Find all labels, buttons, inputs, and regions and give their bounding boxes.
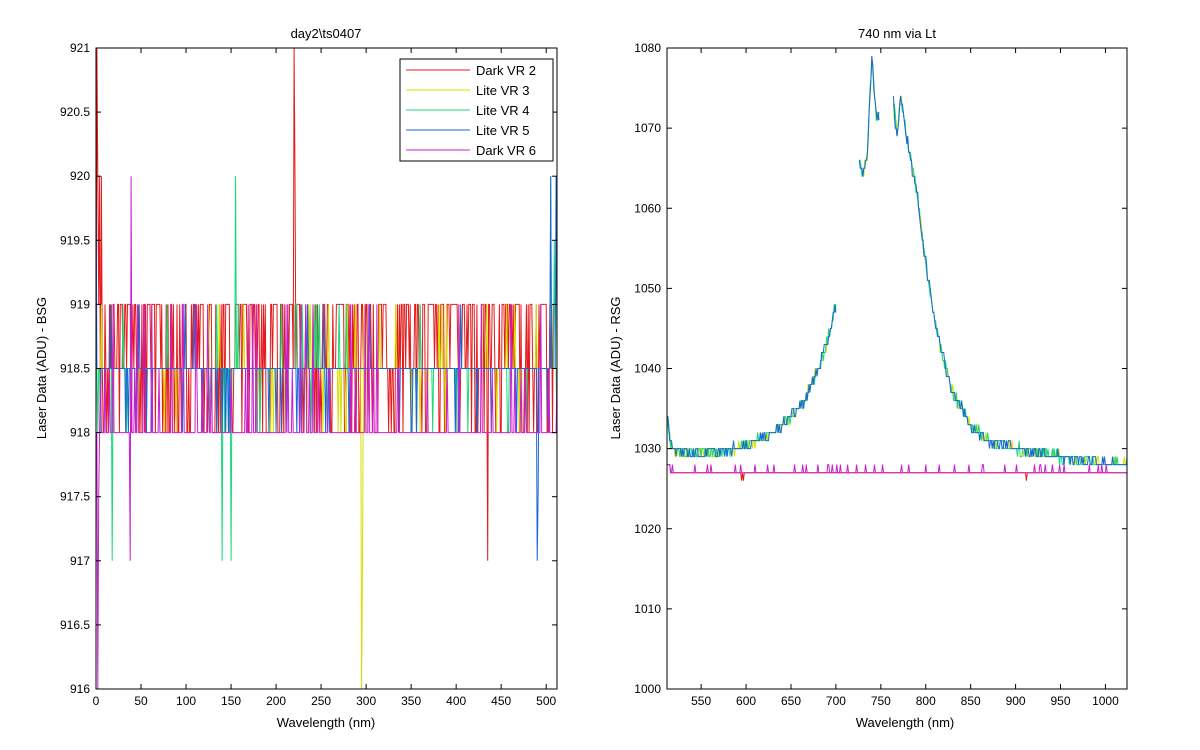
left-x-tick-label: 200 bbox=[266, 694, 286, 708]
right-chart-title: 740 nm via Lt bbox=[858, 26, 936, 41]
left-y-tick-label: 919 bbox=[70, 297, 90, 311]
left-y-tick-label: 917.5 bbox=[60, 490, 90, 504]
right-x-tick-label: 650 bbox=[781, 694, 801, 708]
left-x-tick-label: 500 bbox=[536, 694, 556, 708]
left-x-tick-label: 350 bbox=[401, 694, 421, 708]
left-series-group bbox=[95, 47, 558, 690]
right-x-tick-label: 900 bbox=[1006, 694, 1026, 708]
right-x-tick-label: 1000 bbox=[1092, 694, 1119, 708]
left-series-lite-vr-5 bbox=[95, 176, 558, 561]
right-x-tick-label: 600 bbox=[736, 694, 756, 708]
left-y-tick-label: 921 bbox=[70, 41, 90, 55]
left-x-tick-label: 250 bbox=[311, 694, 331, 708]
left-y-tick-label: 920.5 bbox=[60, 105, 90, 119]
left-chart-title: day2\ts0407 bbox=[291, 26, 362, 41]
right-x-ticks: 550 600 650 700 750 800 850 900 950 1000 bbox=[691, 48, 1119, 708]
right-series-lite-vr-5 bbox=[667, 55, 1127, 466]
left-series-dark-vr-6 bbox=[96, 176, 558, 690]
left-y-tick-label: 919.5 bbox=[60, 233, 90, 247]
right-y-tick-label: 1020 bbox=[634, 522, 661, 536]
right-x-axis-label: Wavelength (nm) bbox=[856, 715, 955, 730]
left-chart: day2\ts0407 0 50 100 150 200 250 300 350 400 450 5… bbox=[34, 26, 558, 730]
legend-label-lite-vr-5: Lite VR 5 bbox=[476, 123, 529, 138]
left-y-tick-label: 917 bbox=[70, 554, 90, 568]
left-x-tick-label: 300 bbox=[356, 694, 376, 708]
right-y-tick-label: 1080 bbox=[634, 41, 661, 55]
left-x-ticks: 0 50 100 150 200 250 300 350 400 450 500 bbox=[93, 48, 557, 708]
left-y-tick-label: 920 bbox=[70, 169, 90, 183]
right-x-tick-label: 700 bbox=[826, 694, 846, 708]
right-chart: 740 nm via Lt 550 600 650 700 750 800 850 900 95… bbox=[608, 26, 1128, 730]
right-y-tick-label: 1060 bbox=[634, 201, 661, 215]
right-y-tick-label: 1040 bbox=[634, 362, 661, 376]
right-y-tick-label: 1030 bbox=[634, 442, 661, 456]
legend-label-dark-vr-6: Dark VR 6 bbox=[476, 143, 536, 158]
left-x-axis-label: Wavelength (nm) bbox=[277, 715, 376, 730]
legend-label-dark-vr-2: Dark VR 2 bbox=[476, 63, 536, 78]
right-x-tick-label: 550 bbox=[691, 694, 711, 708]
right-series-dark-vr-6 bbox=[667, 464, 1127, 474]
left-x-tick-label: 400 bbox=[446, 694, 466, 708]
left-y-axis-label: Laser Data (ADU) - BSG bbox=[34, 297, 49, 439]
left-x-tick-label: 150 bbox=[221, 694, 241, 708]
left-x-tick-label: 50 bbox=[134, 694, 148, 708]
left-y-tick-label: 916.5 bbox=[60, 618, 90, 632]
right-x-tick-label: 850 bbox=[961, 694, 981, 708]
right-y-tick-label: 1010 bbox=[634, 602, 661, 616]
right-y-ticks: 1000 1010 1020 1030 1040 1050 1060 1070 1080 bbox=[634, 41, 1127, 696]
left-y-tick-label: 918 bbox=[70, 426, 90, 440]
right-series-group bbox=[666, 55, 1128, 481]
right-x-tick-label: 750 bbox=[871, 694, 891, 708]
right-y-tick-label: 1000 bbox=[634, 682, 661, 696]
right-y-tick-label: 1070 bbox=[634, 121, 661, 135]
legend-label-lite-vr-3: Lite VR 3 bbox=[476, 83, 529, 98]
left-y-tick-label: 918.5 bbox=[60, 362, 90, 376]
left-y-tick-label: 916 bbox=[70, 682, 90, 696]
left-y-ticks: 916 916.5 917 917.5 918 918.5 919 919.5 920 920.5… bbox=[60, 41, 557, 696]
right-y-tick-label: 1050 bbox=[634, 281, 661, 295]
right-y-axis-label: Laser Data (ADU) - RSG bbox=[608, 296, 623, 439]
legend: Dark VR 2 Lite VR 3 Lite VR 4 Lite VR 5 … bbox=[399, 58, 554, 162]
legend-label-lite-vr-4: Lite VR 4 bbox=[476, 103, 529, 118]
right-x-tick-label: 800 bbox=[916, 694, 936, 708]
left-x-tick-label: 100 bbox=[176, 694, 196, 708]
left-x-tick-label: 450 bbox=[491, 694, 511, 708]
left-x-tick-label: 0 bbox=[93, 694, 100, 708]
right-x-tick-label: 950 bbox=[1051, 694, 1071, 708]
